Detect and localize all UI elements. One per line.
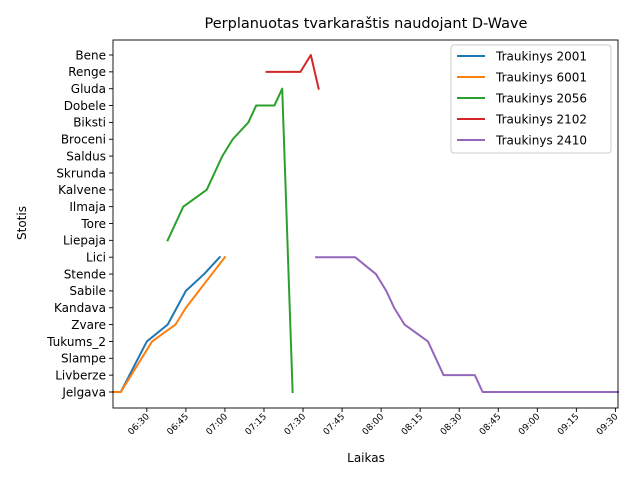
x-tick-label: 08:00 [361, 412, 387, 438]
y-tick-label: Dobele [64, 99, 106, 113]
x-tick-label: 09:00 [517, 412, 543, 438]
y-tick-label: Lici [86, 251, 106, 265]
chart-title: Perplanuotas tvarkaraštis naudojant D-Wa… [205, 16, 528, 32]
y-tick-label: Slampe [61, 352, 106, 366]
x-tick-label: 08:45 [478, 412, 503, 437]
plot-frame [112, 39, 619, 409]
y-tick-label: Jelgava [61, 385, 106, 399]
plot-lines [112, 54, 619, 394]
series-line-traukinys-2102 [265, 54, 320, 90]
legend-label: Traukinys 6001 [495, 70, 587, 84]
y-tick-label: Liepaja [63, 234, 106, 248]
series-line-traukinys-2001 [112, 255, 222, 393]
x-tick-label: 08:30 [439, 412, 465, 438]
legend-box [450, 44, 612, 154]
legend-label: Traukinys 2410 [495, 133, 587, 147]
y-tick-label: Livberze [55, 368, 106, 382]
x-tick-label: 06:30 [127, 412, 153, 438]
y-tick-label: Skrunda [56, 166, 106, 180]
y-tick-label: Tore [80, 217, 106, 231]
legend-label: Traukinys 2102 [495, 112, 587, 126]
y-tick-label: Biksti [73, 116, 106, 130]
y-tick-label: Kalvene [58, 183, 106, 197]
x-tick-label: 07:30 [283, 412, 309, 438]
legend-label: Traukinys 2056 [495, 91, 587, 105]
y-tick-label: Tukums_2 [46, 335, 106, 349]
y-tick-label: Kandava [54, 301, 106, 315]
y-tick-label: Broceni [61, 133, 106, 147]
x-tick-label: 07:45 [322, 412, 347, 437]
series-line-traukinys-2056 [166, 87, 294, 394]
legend-label: Traukinys 2001 [495, 49, 587, 63]
x-tick-label: 08:15 [400, 412, 425, 437]
x-axis-label: Laikas [347, 451, 385, 465]
series-line-traukinys-6001 [112, 255, 227, 393]
y-tick-label: Saldus [66, 149, 106, 163]
x-tick-label: 06:45 [166, 412, 191, 437]
legend: Traukinys 2001 Traukinys 6001 Traukinys 20… [450, 44, 612, 154]
y-tick-label: Ilmaja [69, 200, 106, 214]
y-tick-label: Zvare [71, 318, 106, 332]
y-axis-label: Stotis [15, 206, 29, 240]
y-tick-label: Stende [64, 267, 106, 281]
series-line-traukinys-2410 [315, 256, 619, 393]
y-tick-label: Gluda [71, 82, 106, 96]
x-tick-label: 09:15 [556, 412, 581, 437]
x-tick-label: 07:00 [205, 412, 231, 438]
y-tick-label: Renge [68, 65, 106, 79]
y-tick-label: Sabile [69, 284, 106, 298]
y-tick-label: Bene [75, 48, 106, 62]
x-tick-label: 09:30 [595, 412, 621, 438]
x-tick-label: 07:15 [244, 412, 269, 437]
